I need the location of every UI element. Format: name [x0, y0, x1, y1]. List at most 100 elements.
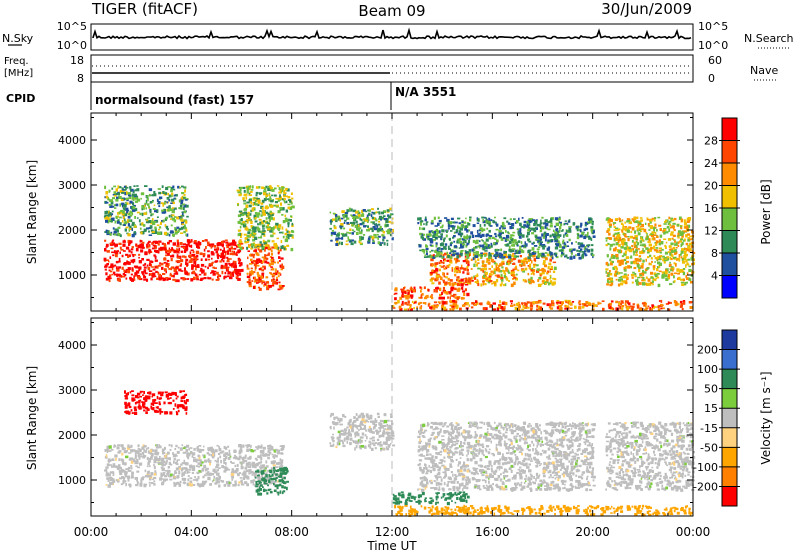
power-cell — [144, 203, 147, 205]
velocity-cell — [261, 474, 263, 477]
power-cell — [428, 304, 430, 307]
power-cell — [253, 233, 256, 235]
power-cell — [127, 255, 129, 258]
power-cell — [460, 279, 463, 282]
power-cell — [191, 250, 194, 252]
power-cell — [513, 218, 516, 220]
power-cell — [561, 252, 563, 254]
power-cell — [503, 284, 505, 286]
velocity-cell — [260, 457, 262, 461]
power-cell — [533, 273, 535, 276]
power-cell — [443, 262, 445, 264]
power-cell — [689, 236, 692, 238]
power-cell — [577, 253, 580, 256]
power-cell — [216, 272, 219, 275]
power-cell — [273, 233, 276, 235]
power-cell — [471, 268, 473, 270]
power-cell — [486, 228, 488, 230]
velocity-cell — [118, 450, 120, 453]
power-cell — [631, 274, 634, 276]
power-cell — [493, 302, 497, 304]
power-cell — [126, 247, 129, 250]
power-cell — [394, 302, 397, 304]
power-cell — [140, 228, 142, 230]
power-cell — [639, 255, 641, 257]
power-cell — [419, 286, 421, 288]
power-cell — [537, 279, 539, 282]
power-cell — [481, 255, 483, 257]
power-cell — [256, 252, 259, 255]
power-cell — [111, 252, 114, 254]
power-cell — [393, 307, 396, 309]
velocity-cell — [190, 465, 192, 468]
power-cell — [450, 300, 453, 303]
power-cell — [159, 197, 162, 200]
power-cell — [462, 239, 465, 241]
power-cell — [478, 219, 480, 222]
power-cell — [342, 234, 345, 236]
power-cell — [278, 275, 280, 277]
power-cell — [690, 306, 693, 309]
power-cell — [378, 224, 381, 226]
power-cell — [456, 255, 459, 258]
power-cell — [358, 214, 361, 217]
power-cell — [383, 236, 386, 239]
power-cell — [236, 276, 239, 278]
power-cell — [666, 242, 668, 244]
power-cell — [510, 300, 513, 302]
power-cell — [477, 262, 479, 264]
power-cell — [241, 269, 244, 272]
power-cell — [289, 234, 292, 237]
power-cell — [181, 223, 184, 225]
power-cell — [409, 290, 411, 292]
power-cell — [686, 243, 688, 246]
power-cell — [497, 308, 499, 311]
power-cell — [330, 240, 333, 242]
velocity-cell — [136, 480, 138, 482]
power-cell — [146, 279, 148, 282]
power-cell — [266, 276, 269, 278]
power-cell — [329, 228, 332, 230]
power-cell — [147, 217, 150, 219]
freq-left-tick-top: 18 — [70, 54, 84, 67]
power-cell — [475, 281, 478, 283]
power-cell — [501, 306, 504, 309]
power-cell — [438, 301, 441, 303]
power-cell — [661, 255, 663, 257]
power-cell — [362, 213, 364, 216]
power-cell — [146, 244, 148, 247]
power-cell — [632, 240, 634, 243]
velocity-cell — [118, 464, 121, 467]
velocity-cell — [186, 445, 189, 448]
power-cell — [165, 277, 168, 279]
power-cell — [592, 223, 594, 226]
power-cell — [540, 239, 542, 241]
power-cell — [374, 228, 378, 230]
power-cell — [442, 272, 444, 275]
power-cell — [585, 253, 587, 256]
power-cell — [480, 235, 482, 239]
power-cell — [657, 217, 660, 219]
power-cell — [573, 222, 575, 224]
power-cell — [535, 235, 537, 238]
power-cell — [626, 305, 628, 308]
velocity-cell — [148, 471, 150, 473]
power-cell — [467, 269, 469, 272]
power-cell — [618, 232, 620, 234]
power-cell — [112, 274, 114, 276]
power-cell — [522, 217, 524, 219]
power-cell — [616, 279, 618, 281]
power-cell — [254, 208, 256, 210]
power-cell — [457, 297, 459, 300]
power-cell — [431, 263, 433, 266]
power-cell — [386, 240, 388, 242]
power-cell — [188, 241, 191, 244]
power-cell — [488, 261, 491, 264]
power-cell — [407, 290, 409, 292]
velocity-cell — [171, 444, 173, 447]
power-cell — [634, 217, 636, 219]
power-cell — [343, 228, 345, 230]
power-cell — [615, 301, 618, 304]
power-cell — [271, 195, 273, 197]
power-cell — [166, 217, 168, 220]
